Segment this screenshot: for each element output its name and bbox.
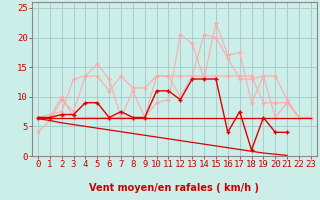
X-axis label: Vent moyen/en rafales ( km/h ): Vent moyen/en rafales ( km/h ) [89, 183, 260, 193]
